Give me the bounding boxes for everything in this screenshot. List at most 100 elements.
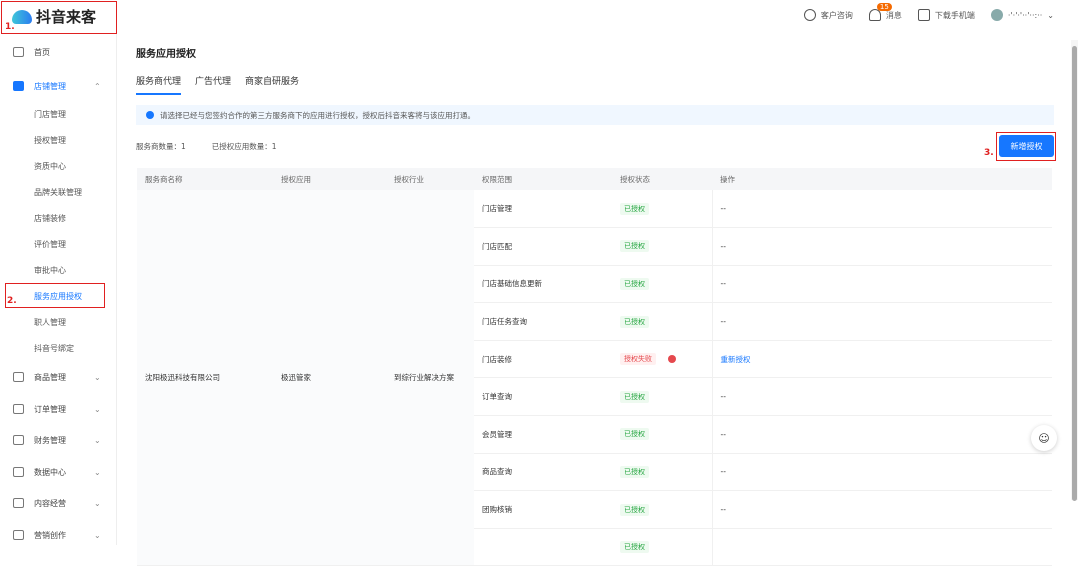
sidebar-item[interactable]: 商品管理 ⌄ [0, 366, 117, 388]
column-header: 授权应用 [273, 168, 386, 190]
action-placeholder: -- [720, 241, 726, 251]
cell-status: 已授权 [612, 190, 712, 229]
user-menu[interactable]: ·'·'·'··'··:·· ⌄ [990, 9, 1054, 21]
phone-icon [917, 9, 930, 21]
cell-action: -- [711, 302, 1052, 341]
error-icon[interactable] [668, 355, 676, 364]
cell-scope: 门店匹配 [474, 227, 612, 266]
annotation-box-2 [5, 283, 105, 308]
table-row: 门店基础信息更新 已授权 -- [137, 265, 1052, 304]
action-placeholder: -- [720, 317, 726, 327]
tab-self-service[interactable]: 商家自研服务 [245, 77, 300, 87]
status-badge: 已授权 [620, 428, 649, 441]
cell-status: 已授权 [612, 377, 712, 417]
cell-status: 已授权 [612, 415, 712, 454]
messages-button[interactable]: 15 消息 [868, 3, 902, 21]
page-title: 服务应用授权 [136, 49, 196, 60]
provider-count: 服务商数量：1 [136, 142, 186, 151]
goods-icon [13, 372, 24, 382]
sidebar-item[interactable]: 订单管理 ⌄ [0, 398, 117, 420]
cell-action: -- [711, 190, 1052, 229]
table-row: 门店任务查询 已授权 -- [137, 302, 1052, 341]
download-app-button[interactable]: 下载手机端 [917, 9, 975, 21]
sidebar-subitem[interactable]: 门店管理 [34, 109, 66, 119]
sidebar-subitem[interactable]: 评价管理 [34, 239, 66, 249]
cell-scope: 门店管理 [474, 190, 612, 229]
sidebar-subitem[interactable]: 职人管理 [34, 317, 66, 327]
status-badge: 已授权 [620, 503, 649, 516]
chevron-down-icon: ⌄ [94, 467, 101, 477]
megaphone-icon [13, 498, 24, 508]
cell-status: 已授权 [612, 490, 712, 529]
action-placeholder: -- [720, 204, 726, 214]
cell-scope: 门店装修 [474, 340, 612, 379]
cell-scope: 门店任务查询 [474, 302, 612, 341]
column-header: 授权状态 [612, 168, 712, 190]
sidebar-item-home[interactable]: 首页 [0, 41, 117, 63]
add-authorization-button[interactable]: 新增授权 [999, 135, 1054, 157]
sidebar-item[interactable]: 营销创作 ⌄ [0, 524, 117, 546]
app-count: 已授权应用数量：1 [211, 142, 277, 151]
wallet-icon [13, 435, 24, 445]
cell-action: -- [711, 415, 1052, 454]
sidebar: 首页店铺管理 ⌃ 门店管理授权管理资质中心品牌关联管理 店铺装修评价管理审批中心服务应… [0, 34, 117, 545]
table-row: 门店装修 授权失败 重新授权 [137, 340, 1052, 379]
sidebar-subitem[interactable]: 抖音号绑定 [34, 343, 74, 353]
customer-service-float-button[interactable]: ☺ [1031, 425, 1057, 451]
reauthorize-link[interactable]: 重新授权 [720, 354, 751, 364]
cell-action: -- [711, 490, 1052, 529]
sidebar-subitem[interactable]: 服务应用授权 [34, 291, 82, 301]
sidebar-subitem[interactable]: 店铺装修 [34, 213, 66, 223]
column-header: 服务商名称 [137, 168, 273, 190]
table-row: 沈阳极迅科技有限公司 极迅管家 到综行业解决方案 门店管理 已授权 -- [137, 190, 1052, 566]
column-header: 权限范围 [474, 168, 612, 190]
main-content: 服务应用授权 服务商代理 广告代理 商家自研服务 请选择已经与您签约合作的第三方… [120, 34, 1065, 566]
info-icon [146, 111, 154, 119]
cell-action: 重新授权 [711, 340, 1052, 379]
cell-status: 已授权 [612, 302, 712, 341]
cell-status: 已授权 [612, 227, 712, 266]
bell-icon [868, 9, 881, 21]
sidebar-subitem[interactable]: 审批中心 [34, 265, 66, 275]
chat-icon: ☺ [1038, 431, 1050, 445]
scrollbar-thumb[interactable] [1072, 46, 1077, 501]
cell-scope: 门店基础信息更新 [474, 265, 612, 304]
status-badge: 授权失败 [620, 353, 656, 366]
sidebar-subitem[interactable]: 品牌关联管理 [34, 187, 82, 197]
column-header: 操作 [712, 168, 1052, 190]
status-badge: 已授权 [620, 390, 649, 403]
table-row: 商品查询 已授权 -- [137, 453, 1052, 492]
cell-scope: 团购核销 [474, 490, 612, 529]
chevron-down-icon: ⌄ [1047, 10, 1054, 20]
marketing-icon [13, 530, 24, 540]
status-badge: 已授权 [620, 315, 649, 328]
sidebar-item[interactable]: 财务管理 ⌄ [0, 429, 117, 451]
table-row: 团购核销 已授权 -- [137, 490, 1052, 529]
annotation-box-3 [996, 132, 1056, 161]
logo[interactable]: 抖音来客 [12, 6, 96, 27]
sidebar-item[interactable]: 数据中心 ⌄ [0, 461, 117, 483]
cell-action: -- [711, 377, 1052, 417]
top-bar: 抖音来客 客户咨询 15 消息 下载手机端 ·'·'·'··'··:·· ⌄ [0, 0, 1080, 34]
chevron-down-icon: ⌄ [94, 435, 101, 445]
sidebar-subitem[interactable]: 授权管理 [34, 135, 66, 145]
avatar [990, 9, 1003, 21]
tab-ad-agent[interactable]: 广告代理 [195, 77, 232, 87]
cell-scope: 订单查询 [474, 377, 612, 417]
annotation-label-1: 1. [5, 22, 15, 32]
chevron-down-icon: ⌄ [94, 530, 101, 540]
cell-status: 授权失败 [612, 340, 712, 379]
sidebar-item[interactable]: 内容经营 ⌄ [0, 492, 117, 514]
cell-status: 已授权 [612, 453, 712, 492]
scrollbar[interactable] [1071, 40, 1078, 501]
store-icon [13, 81, 24, 91]
status-badge: 已授权 [620, 465, 649, 478]
annotation-label-3: 3. [984, 148, 994, 158]
action-placeholder: -- [720, 505, 726, 515]
chevron-down-icon: ⌄ [94, 498, 101, 508]
sidebar-item-store[interactable]: 店铺管理 ⌃ [0, 75, 117, 97]
tab-provider-agent[interactable]: 服务商代理 [136, 74, 182, 95]
authorization-table: 服务商名称 授权应用 授权行业 权限范围 授权状态 操作 沈阳极迅科技有限公司 极迅管家 到综… [137, 168, 1052, 566]
support-button[interactable]: 客户咨询 [803, 9, 853, 21]
sidebar-subitem[interactable]: 资质中心 [34, 161, 66, 171]
